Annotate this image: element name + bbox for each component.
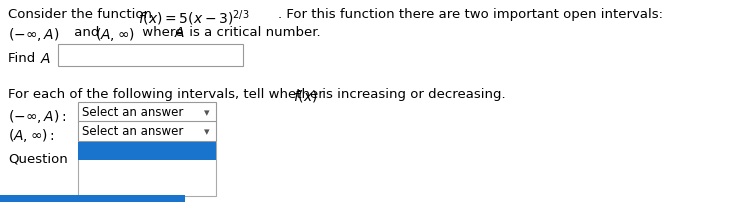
Text: $(A, \infty):$: $(A, \infty):$: [8, 126, 54, 143]
Bar: [78, 142, 216, 160]
Text: is a critical number.: is a critical number.: [185, 26, 321, 39]
Bar: [78, 142, 216, 196]
Text: . For this function there are two important open intervals:: . For this function there are two import…: [278, 8, 663, 21]
Text: Find: Find: [8, 52, 40, 65]
Text: where: where: [138, 26, 188, 39]
Text: Select an answer: Select an answer: [83, 145, 184, 158]
Bar: [78, 102, 216, 122]
Bar: [0, 195, 185, 202]
Text: Consider the function: Consider the function: [8, 8, 156, 21]
Text: $f(x) = 5(x-3)^{2/3}$: $f(x) = 5(x-3)^{2/3}$: [138, 8, 250, 27]
Text: Increasing: Increasing: [83, 163, 144, 176]
Text: Select an answer: Select an answer: [82, 124, 184, 137]
Text: and: and: [70, 26, 104, 39]
Text: $(A, \infty)$: $(A, \infty)$: [95, 26, 135, 43]
Text: ▾: ▾: [204, 107, 210, 117]
Text: Question: Question: [8, 151, 68, 164]
Text: $A$: $A$: [40, 52, 51, 66]
Bar: [78, 121, 216, 141]
Text: Decreasing: Decreasing: [83, 181, 149, 194]
Text: is increasing or decreasing.: is increasing or decreasing.: [318, 87, 506, 101]
Text: ▾: ▾: [204, 126, 210, 136]
Text: $(-\infty, A):$: $(-\infty, A):$: [8, 107, 66, 124]
Text: $A$: $A$: [174, 26, 185, 40]
Bar: [58, 45, 243, 67]
Text: For each of the following intervals, tell whether: For each of the following intervals, tel…: [8, 87, 328, 101]
Text: Select an answer: Select an answer: [82, 105, 184, 118]
Text: $f(x)$: $f(x)$: [293, 87, 318, 103]
Text: $(-\infty, A)$: $(-\infty, A)$: [8, 26, 60, 43]
